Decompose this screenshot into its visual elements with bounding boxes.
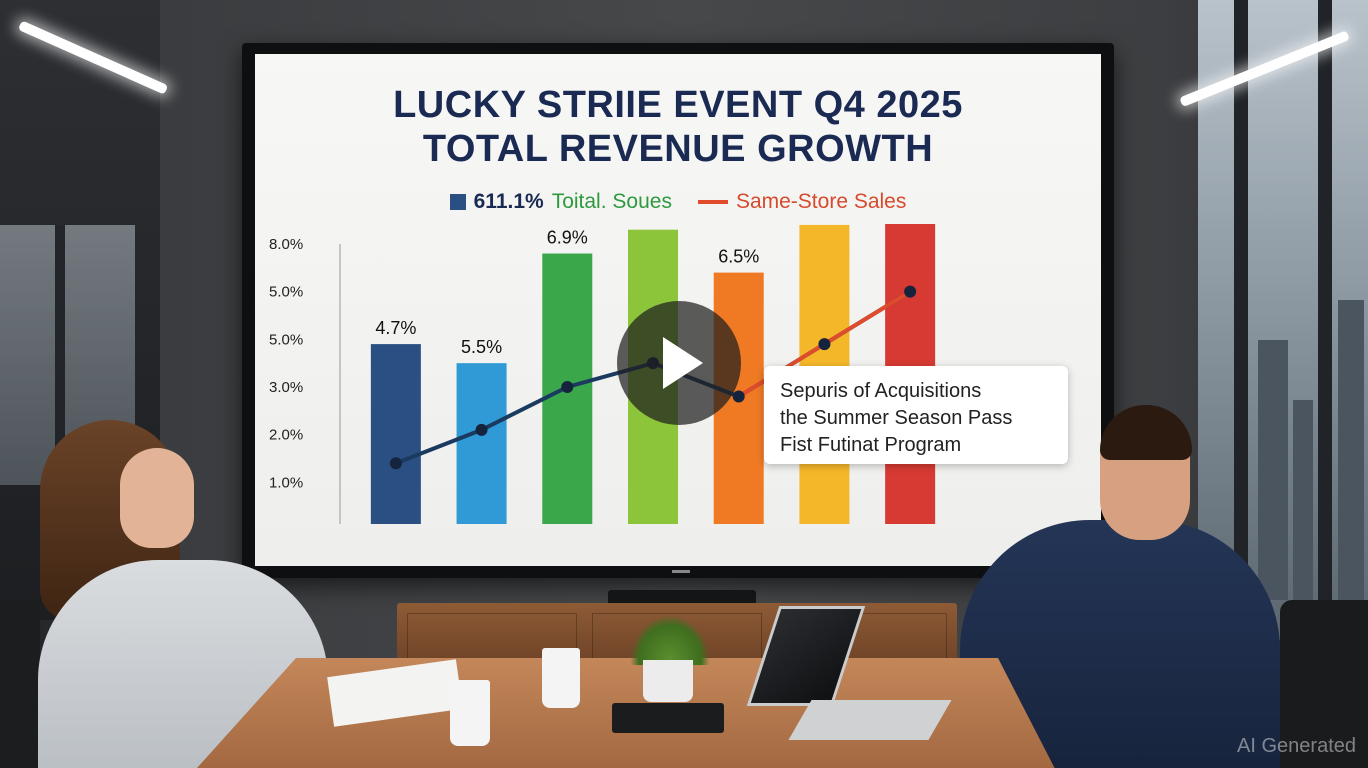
y-tick-label: 2.0%	[269, 427, 303, 444]
line-point	[818, 338, 831, 351]
woman-face	[120, 448, 194, 548]
window-mullion	[55, 225, 65, 485]
chart-title-line1: LUCKY STRIIE EVENT Q4 2025	[393, 84, 963, 126]
line-point	[561, 381, 574, 393]
chart-legend: 611.1% Toital. Soues Same-Store Sales	[255, 190, 1101, 214]
line-point	[475, 423, 488, 436]
plant-pot	[643, 660, 693, 702]
legend-bars-name: Toital. Soues	[551, 190, 672, 213]
chart-title-line2: TOTAL REVENUE GROWTH	[422, 128, 934, 170]
y-tick-label: .0%	[269, 522, 295, 524]
annotation-line-2: the Summer Season Pass	[780, 407, 1013, 429]
bar	[456, 363, 507, 524]
bar-data-label: 6.9%	[547, 228, 588, 248]
right-window	[1198, 0, 1368, 640]
city-building	[1258, 340, 1288, 600]
coffee-mug	[450, 680, 490, 746]
annotation-line-1: Sepuris of Acquisitions	[780, 380, 982, 402]
tablet-device	[612, 703, 724, 733]
y-tick-label: 1.0%	[269, 474, 303, 491]
bar	[370, 344, 421, 524]
bar-data-label: 5.5%	[461, 337, 502, 357]
legend-item-line: Same-Store Sales	[697, 190, 907, 214]
window-frame	[1234, 0, 1248, 640]
legend-bar-swatch	[449, 194, 466, 210]
left-chair	[0, 600, 40, 768]
ai-generated-watermark: AI Generated	[1237, 735, 1356, 757]
legend-item-bars: 611.1% Toital. Soues	[449, 190, 672, 214]
bar-data-label: 4.7%	[375, 318, 416, 338]
legend-bars-percent: 611.1%	[473, 190, 544, 213]
chart-annotation-callout: Sepuris of Acquisitions the Summer Seaso…	[764, 366, 1068, 464]
city-building	[1293, 400, 1313, 600]
window-frame	[1318, 0, 1332, 640]
video-play-button[interactable]	[617, 301, 741, 425]
y-tick-label: 5.0%	[269, 284, 303, 301]
y-tick-label: 5.0%	[269, 331, 303, 348]
plant-leaves	[630, 615, 710, 665]
y-tick-label: 8.0%	[269, 236, 303, 253]
city-building	[1338, 300, 1364, 600]
tv-brand-logo	[672, 570, 690, 573]
laptop-keyboard	[788, 700, 952, 740]
line-point	[904, 285, 917, 298]
legend-line-swatch	[697, 200, 728, 204]
legend-line-name: Same-Store Sales	[735, 190, 907, 213]
right-chair	[1280, 600, 1368, 768]
y-tick-label: 3.0%	[269, 379, 303, 396]
annotation-line-3: Fist Futinat Program	[780, 434, 962, 456]
line-point	[732, 390, 745, 403]
bar-data-label: 6.5%	[718, 247, 759, 267]
coffee-mug	[542, 648, 580, 708]
line-point	[389, 457, 402, 470]
